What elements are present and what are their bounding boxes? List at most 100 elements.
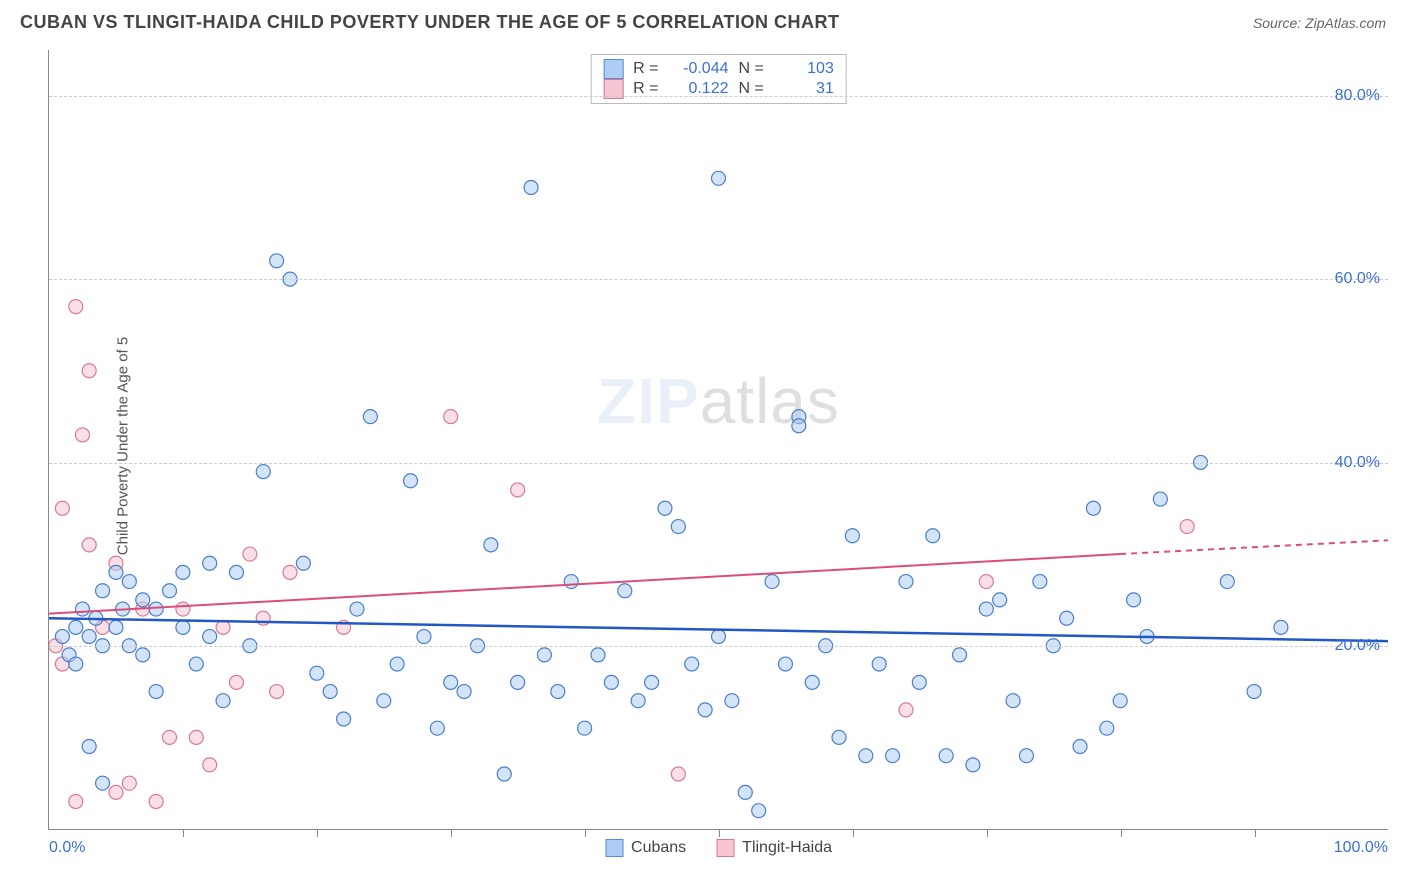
scatter-point [511, 483, 525, 497]
x-tick [719, 829, 720, 837]
scatter-point [55, 501, 69, 515]
scatter-point [511, 675, 525, 689]
chart-title: CUBAN VS TLINGIT-HAIDA CHILD POVERTY UND… [20, 12, 840, 33]
chart-header: CUBAN VS TLINGIT-HAIDA CHILD POVERTY UND… [0, 0, 1406, 41]
scatter-svg [49, 50, 1388, 829]
scatter-point [69, 300, 83, 314]
scatter-point [404, 474, 418, 488]
scatter-point [671, 767, 685, 781]
scatter-point [109, 785, 123, 799]
legend-label-tlingit: Tlingit-Haida [742, 839, 832, 857]
legend-item-cubans: Cubans [605, 839, 686, 857]
scatter-point [270, 254, 284, 268]
scatter-point [149, 685, 163, 699]
scatter-point [752, 804, 766, 818]
source-name: ZipAtlas.com [1305, 15, 1386, 31]
scatter-point [631, 694, 645, 708]
scatter-point [778, 657, 792, 671]
scatter-point [296, 556, 310, 570]
stats-n-value-1: 103 [774, 60, 834, 78]
legend-swatch-tlingit [716, 839, 734, 857]
scatter-point [82, 630, 96, 644]
x-tick [853, 829, 854, 837]
grid-line [49, 463, 1388, 464]
scatter-point [578, 721, 592, 735]
scatter-point [685, 657, 699, 671]
scatter-point [136, 648, 150, 662]
scatter-point [725, 694, 739, 708]
scatter-point [537, 648, 551, 662]
scatter-point [363, 410, 377, 424]
scatter-point [805, 675, 819, 689]
scatter-point [604, 675, 618, 689]
chart-plot-area: ZIPatlas R = -0.044 N = 103 R = 0.122 N … [48, 50, 1388, 830]
scatter-point [792, 419, 806, 433]
scatter-point [926, 529, 940, 543]
y-tick-label: 40.0% [1335, 454, 1380, 472]
scatter-point [390, 657, 404, 671]
scatter-point [953, 648, 967, 662]
scatter-point [163, 730, 177, 744]
legend: Cubans Tlingit-Haida [605, 839, 832, 857]
scatter-point [886, 749, 900, 763]
scatter-point [939, 749, 953, 763]
x-tick [1255, 829, 1256, 837]
scatter-point [69, 795, 83, 809]
scatter-point [658, 501, 672, 515]
scatter-point [229, 675, 243, 689]
scatter-point [899, 703, 913, 717]
scatter-point [591, 648, 605, 662]
scatter-point [872, 657, 886, 671]
scatter-point [1247, 685, 1261, 699]
scatter-point [176, 565, 190, 579]
scatter-point [109, 620, 123, 634]
scatter-point [1019, 749, 1033, 763]
scatter-point [457, 685, 471, 699]
stats-row-cubans: R = -0.044 N = 103 [603, 59, 834, 79]
scatter-point [551, 685, 565, 699]
scatter-point [96, 584, 110, 598]
scatter-point [75, 602, 89, 616]
scatter-point [564, 575, 578, 589]
scatter-point [176, 620, 190, 634]
y-tick-label: 60.0% [1335, 270, 1380, 288]
scatter-point [1060, 611, 1074, 625]
scatter-point [283, 565, 297, 579]
grid-line [49, 279, 1388, 280]
scatter-point [55, 630, 69, 644]
stats-r-label-1: R = [633, 60, 658, 78]
scatter-point [149, 795, 163, 809]
scatter-point [122, 575, 136, 589]
scatter-point [176, 602, 190, 616]
scatter-point [310, 666, 324, 680]
scatter-point [189, 730, 203, 744]
legend-swatch-cubans [605, 839, 623, 857]
grid-line [49, 646, 1388, 647]
scatter-point [966, 758, 980, 772]
scatter-point [712, 630, 726, 644]
scatter-point [149, 602, 163, 616]
scatter-point [1274, 620, 1288, 634]
scatter-point [698, 703, 712, 717]
scatter-point [899, 575, 913, 589]
trend-line [1120, 540, 1388, 554]
scatter-point [270, 685, 284, 699]
scatter-point [430, 721, 444, 735]
scatter-point [979, 575, 993, 589]
scatter-point [75, 428, 89, 442]
scatter-point [82, 740, 96, 754]
scatter-point [229, 565, 243, 579]
scatter-point [69, 657, 83, 671]
scatter-point [497, 767, 511, 781]
scatter-point [484, 538, 498, 552]
scatter-point [350, 602, 364, 616]
scatter-point [1073, 740, 1087, 754]
grid-line [49, 96, 1388, 97]
scatter-point [82, 538, 96, 552]
scatter-point [323, 685, 337, 699]
scatter-point [912, 675, 926, 689]
scatter-point [377, 694, 391, 708]
scatter-point [96, 776, 110, 790]
chart-source: Source: ZipAtlas.com [1253, 15, 1386, 31]
scatter-point [122, 776, 136, 790]
